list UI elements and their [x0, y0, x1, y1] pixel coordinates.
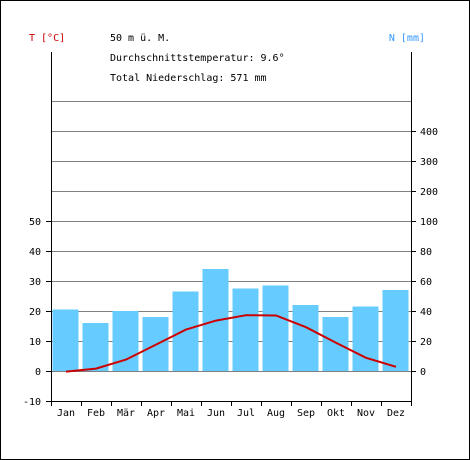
month-label: Mai — [177, 408, 195, 419]
precipitation-bar — [232, 288, 259, 371]
right-tick-label: 0 — [420, 367, 426, 378]
left-tick-label: 20 — [29, 307, 41, 318]
axes — [46, 52, 416, 406]
temperature-line — [65, 314, 397, 373]
right-tick-label: 80 — [420, 247, 432, 258]
month-label: Dez — [387, 408, 405, 419]
left-tick-label: 40 — [29, 247, 41, 258]
grid-lines — [51, 101, 411, 402]
elevation-text: 50 m ü. M. — [110, 33, 170, 44]
temperature-axis-title: T [°C] — [29, 33, 65, 44]
month-label: Okt — [327, 408, 345, 419]
right-tick-label: 300 — [420, 157, 438, 168]
precipitation-bar — [292, 305, 319, 371]
left-tick-label: 50 — [29, 217, 41, 228]
month-label: Jan — [57, 408, 75, 419]
precipitation-bars — [52, 269, 409, 371]
total-precipitation-text: Total Niederschlag: 571 mm — [110, 73, 267, 84]
tick-labels: -10 0 10 20 30 40 50 0 20 40 60 80 100 200 300 400 Jan Fe… — [23, 127, 438, 419]
temperature-line-path — [65, 314, 397, 373]
month-label: Nov — [357, 408, 375, 419]
left-tick-label: -10 — [23, 397, 41, 408]
right-tick-label: 200 — [420, 187, 438, 198]
month-label: Mär — [117, 408, 135, 419]
month-label: Apr — [147, 408, 165, 419]
month-label: Sep — [297, 408, 315, 419]
right-tick-label: 400 — [420, 127, 438, 138]
month-label: Jun — [207, 408, 225, 419]
left-tick-label: 10 — [29, 337, 41, 348]
month-label: Aug — [267, 408, 285, 419]
right-tick-label: 100 — [420, 217, 438, 228]
month-label: Jul — [237, 408, 255, 419]
precipitation-bar — [382, 290, 409, 371]
precipitation-bar — [52, 309, 79, 371]
left-tick-label: 30 — [29, 277, 41, 288]
left-tick-label: 0 — [35, 367, 41, 378]
month-label: Feb — [87, 408, 105, 419]
right-tick-label: 40 — [420, 307, 432, 318]
precipitation-bar — [82, 323, 109, 371]
right-tick-label: 20 — [420, 337, 432, 348]
precipitation-axis-title: N [mm] — [389, 33, 425, 44]
precipitation-bar — [172, 291, 199, 371]
right-tick-label: 60 — [420, 277, 432, 288]
average-temperature-text: Durchschnittstemperatur: 9.6° — [110, 53, 285, 64]
precipitation-bar — [322, 317, 349, 371]
precipitation-bar — [112, 311, 139, 371]
precipitation-bar — [262, 285, 289, 371]
